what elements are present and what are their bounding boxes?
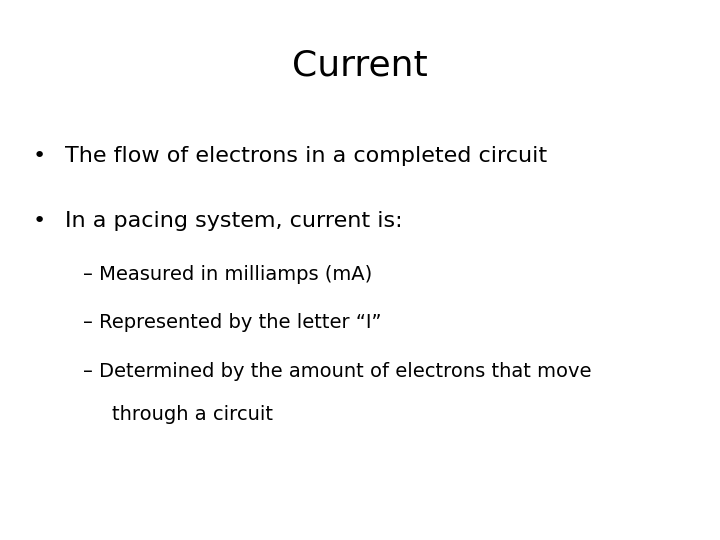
Text: – Represented by the letter “I”: – Represented by the letter “I” <box>83 313 382 332</box>
Text: The flow of electrons in a completed circuit: The flow of electrons in a completed cir… <box>65 146 547 166</box>
Text: •: • <box>33 211 46 231</box>
Text: Current: Current <box>292 49 428 83</box>
Text: – Measured in milliamps (mA): – Measured in milliamps (mA) <box>83 265 372 284</box>
Text: through a circuit: through a circuit <box>112 405 273 424</box>
Text: •: • <box>33 146 46 166</box>
Text: – Determined by the amount of electrons that move: – Determined by the amount of electrons … <box>83 362 591 381</box>
Text: In a pacing system, current is:: In a pacing system, current is: <box>65 211 402 231</box>
